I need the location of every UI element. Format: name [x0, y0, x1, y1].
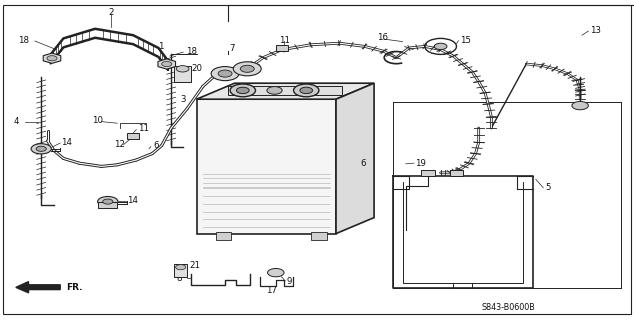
Circle shape [36, 146, 46, 151]
Text: 18: 18 [18, 36, 29, 44]
Text: 5: 5 [545, 183, 551, 192]
Circle shape [103, 199, 113, 204]
Polygon shape [158, 59, 176, 69]
Text: 2: 2 [108, 8, 113, 17]
Circle shape [211, 67, 239, 81]
Circle shape [218, 70, 232, 77]
Text: 6: 6 [360, 159, 366, 168]
Bar [197, 99, 336, 234]
Text: S843-B0600B: S843-B0600B [482, 303, 536, 312]
Bar [228, 86, 342, 95]
Text: 14: 14 [127, 196, 138, 204]
Bar [276, 45, 288, 51]
Bar [174, 66, 191, 82]
Text: 15: 15 [460, 36, 470, 44]
Circle shape [572, 101, 588, 110]
Bar [174, 264, 187, 277]
Text: 13: 13 [590, 26, 600, 35]
Polygon shape [197, 83, 374, 99]
Circle shape [230, 84, 256, 97]
Text: 6: 6 [153, 141, 159, 150]
Circle shape [176, 265, 186, 270]
PathPatch shape [51, 29, 168, 70]
Text: 16: 16 [377, 33, 388, 42]
Text: 11: 11 [279, 36, 290, 44]
Text: 19: 19 [415, 159, 426, 168]
Text: 8: 8 [176, 274, 182, 283]
Bar [216, 232, 231, 240]
Text: 3: 3 [181, 95, 186, 104]
Circle shape [267, 87, 282, 94]
Circle shape [434, 43, 447, 50]
Bar [98, 202, 117, 208]
Bar [127, 133, 139, 139]
Text: 11: 11 [138, 124, 149, 132]
Circle shape [47, 56, 57, 61]
Text: 21: 21 [189, 261, 200, 270]
Text: 7: 7 [230, 44, 235, 52]
Circle shape [98, 196, 118, 207]
Text: 12: 12 [238, 63, 249, 72]
Text: 4: 4 [14, 117, 20, 126]
Text: FR.: FR. [67, 283, 83, 292]
Text: 17: 17 [266, 286, 277, 295]
Polygon shape [336, 83, 374, 234]
Polygon shape [16, 282, 60, 293]
Circle shape [233, 62, 261, 76]
Circle shape [300, 87, 313, 94]
Circle shape [268, 268, 284, 277]
Circle shape [162, 61, 172, 67]
Polygon shape [43, 53, 61, 63]
Bar [421, 170, 435, 176]
Text: 12: 12 [114, 140, 125, 149]
Text: 18: 18 [186, 47, 197, 56]
Bar [311, 232, 327, 240]
Bar [450, 170, 463, 176]
Circle shape [236, 87, 249, 94]
Text: 20: 20 [191, 64, 202, 73]
Text: 1: 1 [158, 42, 164, 51]
Circle shape [31, 144, 51, 154]
Circle shape [294, 84, 319, 97]
Text: 14: 14 [61, 138, 72, 147]
Circle shape [240, 65, 254, 72]
Circle shape [176, 66, 189, 72]
Text: 10: 10 [92, 116, 103, 125]
Text: 9: 9 [287, 277, 292, 286]
